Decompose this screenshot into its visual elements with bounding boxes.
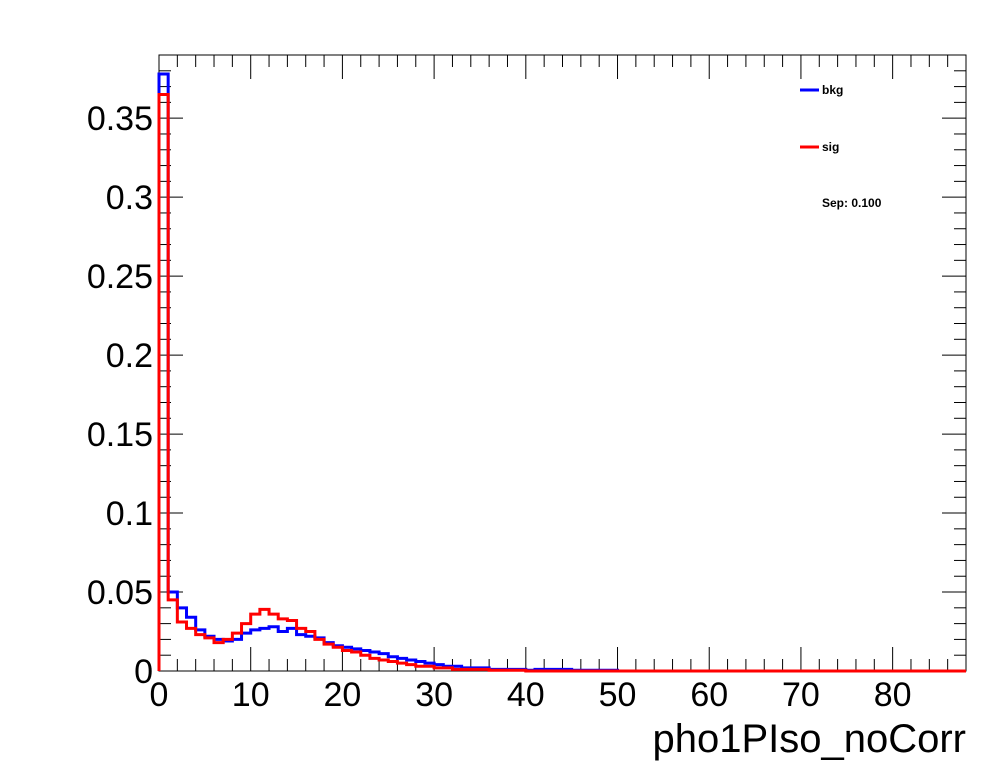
y-tick-label: 0.3	[106, 179, 153, 217]
x-tick-label: 60	[690, 676, 728, 714]
x-tick-label: 70	[782, 676, 820, 714]
y-tick-label: 0.35	[87, 100, 153, 138]
series-line-sig	[157, 92, 966, 673]
y-tick-label: 0.2	[106, 337, 153, 375]
tick-labels: 0 10 20 30 40 50 60 70 80 0 0.05 0.1 0.15 0.2 0.25 0.3 0…	[87, 100, 912, 714]
legend: bkg sig Sep: 0.100	[800, 83, 882, 210]
y-tick-label: 0.1	[106, 495, 153, 533]
plot-frame	[158, 54, 967, 672]
x-tick-label: 50	[599, 676, 637, 714]
series-layer	[157, 72, 966, 673]
separation-annotation: Sep: 0.100	[822, 196, 882, 210]
x-tick-label: 20	[323, 676, 361, 714]
legend-label-sig: sig	[822, 140, 839, 154]
x-tick-label: 40	[507, 676, 545, 714]
y-tick-label: 0.15	[87, 416, 153, 454]
x-tick-label: 10	[232, 676, 270, 714]
y-tick-label: 0	[134, 653, 153, 691]
x-tick-label: 0	[150, 676, 169, 714]
y-tick-label: 0.05	[87, 574, 153, 612]
series-line-bkg	[157, 72, 966, 673]
x-tick-label: 30	[415, 676, 453, 714]
axis-ticks	[158, 54, 967, 672]
legend-label-bkg: bkg	[822, 83, 843, 97]
y-tick-label: 0.25	[87, 258, 153, 296]
x-tick-label: 80	[874, 676, 912, 714]
x-axis-title: pho1PIso_noCorr	[652, 717, 966, 761]
